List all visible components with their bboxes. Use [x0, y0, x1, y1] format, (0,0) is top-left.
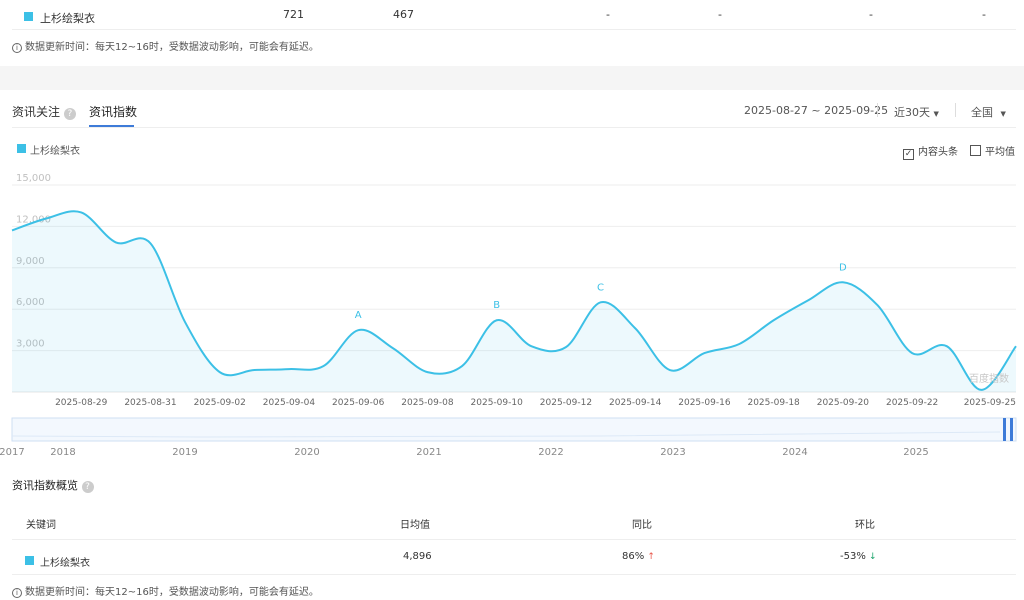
tab[interactable]: 资讯关注 ?	[12, 103, 76, 120]
x-tick-label: 2025-08-31	[124, 398, 176, 408]
yoy-value: 86%	[622, 551, 645, 562]
note: i 数据更新时间：每天12~16时，受数据波动影响，可能会有延迟。	[12, 583, 319, 598]
x-tick-label: 2025-09-20	[817, 398, 870, 408]
x-tick-label: 2025-09-16	[678, 398, 731, 408]
keyword: 上杉绘梨衣	[40, 12, 95, 25]
divider	[12, 539, 1016, 540]
checkbox[interactable]: 平均值	[970, 145, 1015, 158]
divider	[12, 127, 1016, 128]
x-tick-label: 2025-09-14	[609, 398, 662, 408]
x-tick-label: 2025-08-29	[55, 398, 108, 408]
year-label: 2023	[660, 447, 685, 458]
note: i 数据更新时间：每天12~16时，受数据波动影响，可能会有延迟。	[12, 38, 319, 53]
cell: 467	[393, 8, 414, 21]
tab-label[interactable]: 资讯关注	[12, 105, 61, 119]
sep	[955, 103, 956, 117]
region[interactable]: 全国 ▼	[971, 106, 1006, 119]
overview	[11, 417, 1017, 442]
legend-label: 上杉绘梨衣	[30, 146, 80, 157]
summary-header	[12, 505, 1016, 539]
overview-line	[11, 431, 1001, 438]
x-tick-label: 2025-09-02	[194, 398, 246, 408]
x-tick-label: 2025-09-04	[263, 398, 316, 408]
date-range[interactable]: 2025-08-27 ~ 2025-09-25	[744, 104, 889, 117]
divider	[12, 29, 1016, 30]
header: 同比	[632, 520, 652, 531]
keyword: 上杉绘梨衣	[40, 558, 90, 569]
year-label: 2017	[0, 447, 25, 458]
handle	[1010, 418, 1013, 441]
year-label: 2024	[782, 447, 807, 458]
tab-active[interactable]: 资讯指数	[89, 105, 138, 119]
year-label: 2018	[50, 447, 75, 458]
checkbox-box[interactable]: ✓	[903, 149, 914, 160]
summary-title-text: 资讯指数概览	[12, 479, 78, 492]
cell: -	[982, 8, 986, 21]
x-tick-label: 2025-09-18	[747, 398, 800, 408]
cell: -	[718, 8, 722, 21]
annotation: D	[839, 262, 847, 273]
x-tick-label: 2025-09-25	[964, 398, 1016, 408]
y-tick-label: 9,000	[16, 256, 45, 267]
period-label[interactable]: 近30天	[894, 106, 930, 119]
x-tick-label: 2025-09-06	[332, 398, 385, 408]
header: 关键词	[26, 520, 56, 531]
handle	[1003, 418, 1006, 441]
line	[11, 210, 1017, 391]
mom-value: -53%	[840, 551, 866, 562]
sep	[877, 103, 878, 117]
checkbox[interactable]: ✓ 内容头条	[903, 147, 958, 160]
year-label: 2025	[903, 447, 928, 458]
mom: -53% ↓	[840, 551, 877, 562]
year-label: 2022	[538, 447, 563, 458]
watermark: 百度指数	[969, 372, 1009, 385]
cell: -	[606, 8, 610, 21]
options: ✓ 内容头条 平均值	[903, 143, 1015, 160]
year-label: 2019	[172, 447, 197, 458]
x-tick-label: 2025-09-12	[540, 398, 592, 408]
daily-avg: 4,896	[403, 551, 432, 562]
year-label: 2021	[416, 447, 441, 458]
yoy: 86% ↑	[622, 551, 655, 562]
header: 环比	[855, 520, 875, 531]
checkbox-box[interactable]	[970, 145, 981, 156]
tab-underline	[89, 125, 134, 127]
header: 日均值	[400, 520, 430, 531]
year-label: 2020	[294, 447, 319, 458]
region-label[interactable]: 全国	[971, 106, 993, 119]
annotation: A	[355, 310, 362, 321]
annotation: C	[597, 282, 604, 293]
note-text: 数据更新时间：每天12~16时，受数据波动影响，可能会有延迟。	[25, 587, 319, 598]
area	[12, 211, 1016, 392]
keyword-swatch	[25, 556, 34, 565]
cell: 721	[283, 8, 304, 21]
y-tick-label: 12,000	[16, 214, 51, 225]
checkbox-label[interactable]: 平均值	[985, 147, 1015, 158]
legend-swatch	[17, 144, 26, 153]
chart: 3,000 6,000 9,000 12,000 15,000 2025-08-29 202…	[0, 173, 1017, 458]
y-tick-label: 3,000	[16, 339, 45, 350]
summary-title: 资讯指数概览 ?	[12, 477, 94, 493]
x-tick-label: 2025-09-08	[401, 398, 454, 408]
note-text: 数据更新时间：每天12~16时，受数据波动影响，可能会有延迟。	[25, 42, 319, 53]
x-tick-label: 2025-09-10	[471, 398, 524, 408]
y-tick-label: 6,000	[16, 297, 45, 308]
y-tick-label: 15,000	[16, 173, 51, 184]
band	[0, 66, 1024, 90]
divider	[12, 574, 1016, 575]
checkbox-label[interactable]: 内容头条	[918, 147, 958, 158]
keyword-swatch	[24, 12, 33, 21]
period[interactable]: 近30天 ▼	[894, 106, 939, 119]
x-tick-label: 2025-09-22	[886, 398, 938, 408]
annotation: B	[493, 300, 500, 311]
cell: -	[869, 8, 873, 21]
